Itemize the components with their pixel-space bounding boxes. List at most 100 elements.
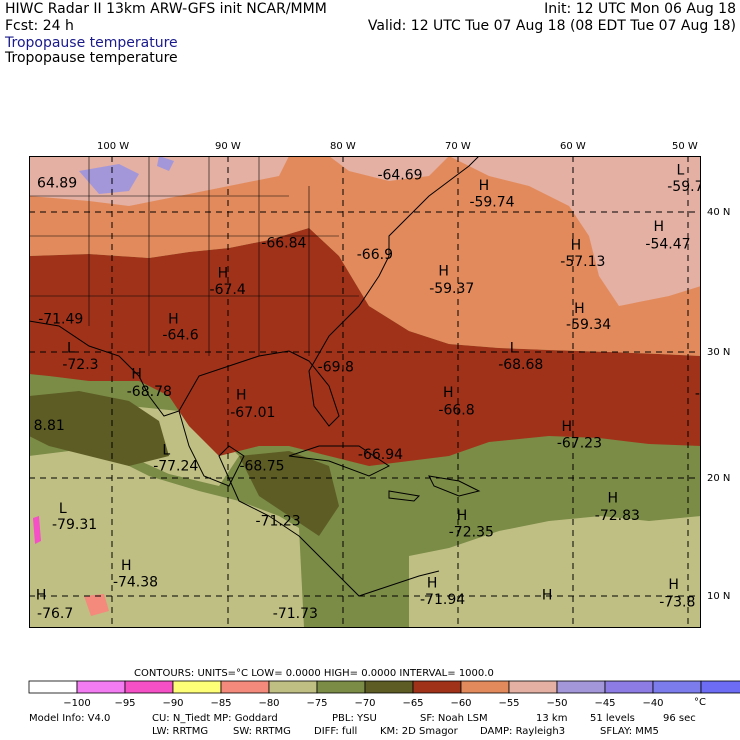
extremum-value: -71.23 <box>256 514 301 530</box>
cu-mp: CU: N_Tiedt MP: Goddard <box>152 713 278 724</box>
lon-label: 50 W <box>672 141 698 152</box>
colorbar-label: −65 <box>402 698 423 709</box>
colorbar-swatch <box>172 680 222 694</box>
low-marker: L <box>162 442 170 458</box>
field-fill-orange <box>29 156 701 356</box>
field-fill-pink-ne <box>449 156 701 306</box>
extremum-value: -72.35 <box>449 524 494 540</box>
coastlines <box>29 156 481 597</box>
colorbar-label: −55 <box>498 698 519 709</box>
lat-label: 30 N <box>707 347 731 358</box>
colorbar-unit: °C <box>694 697 706 708</box>
sf: SF: Noah LSM <box>420 713 488 724</box>
extremum-value: -57.13 <box>560 254 605 270</box>
lon-label: 70 W <box>445 141 471 152</box>
extremum-value: -69.8 <box>318 359 354 375</box>
colorbar-label: −70 <box>354 698 375 709</box>
high-marker: H <box>236 387 247 403</box>
damp: DAMP: Rayleigh3 <box>480 726 566 737</box>
lon-label: 100 W <box>97 141 130 152</box>
colorbar-swatch <box>604 680 654 694</box>
forecast-hour: Fcst: 24 h <box>5 18 74 34</box>
field-fill-darkolive <box>29 391 169 466</box>
colorbar-swatch <box>556 680 606 694</box>
extremum-value: -66.9 <box>357 247 393 263</box>
extremum-value: -67.01 <box>230 405 275 421</box>
extremum-value: -64.69 <box>377 167 422 183</box>
extremum-value: -59.7 <box>667 179 701 195</box>
extremum-value: -67.23 <box>557 435 602 451</box>
extremum-value: -68.68 <box>498 357 543 373</box>
extremum-value: -72.83 <box>595 508 640 524</box>
extremum-value: -67.4 <box>210 282 246 298</box>
field-fill-khaki-sw <box>29 451 304 628</box>
extremum-value: -68.78 <box>127 384 172 400</box>
colorbar-label: −85 <box>210 698 231 709</box>
extremum-value: -79.31 <box>52 517 97 533</box>
colorbar-label: −75 <box>306 698 327 709</box>
timestep: 96 sec <box>663 713 696 724</box>
extremum-value: -66.8 <box>438 403 474 419</box>
extremum-value: -74.38 <box>113 575 158 591</box>
lat-lon-grid <box>29 156 701 628</box>
contours-info: CONTOURS: UNITS=°C LOW= 0.0000 HIGH= 0.0… <box>134 668 494 679</box>
high-marker: H <box>131 366 142 382</box>
extremum-value: -73.8 <box>659 594 695 610</box>
colorbar-label: −45 <box>594 698 615 709</box>
sflay: SFLAY: MM5 <box>600 726 659 737</box>
colorbar-swatch <box>268 680 318 694</box>
high-marker: H <box>121 558 132 574</box>
extremum-value: 64.89 <box>37 176 77 192</box>
field-name-2: Tropopause temperature <box>5 50 178 66</box>
colorbar-swatch <box>364 680 414 694</box>
extremum-value: -66.94 <box>358 447 403 463</box>
colorbar-label: −50 <box>546 698 567 709</box>
colorbar-swatch <box>700 680 740 694</box>
extremum-value: -72.3 <box>62 357 98 373</box>
field-fill-darkolive-2 <box>239 451 339 536</box>
pbl: PBL: YSU <box>332 713 377 724</box>
low-marker: L <box>676 163 684 179</box>
extremum-value: -76.7 <box>37 606 73 622</box>
extremum-value: -77.24 <box>153 459 198 475</box>
colorbar-label: −90 <box>162 698 183 709</box>
field-fill-lavender-2 <box>157 156 174 171</box>
high-marker: H <box>218 266 229 282</box>
high-marker: H <box>571 238 582 254</box>
extremum-value: -59.74 <box>469 194 514 210</box>
high-marker: H <box>574 301 585 317</box>
diff: DIFF: full <box>314 726 358 737</box>
high-marker: H <box>457 508 468 524</box>
valid-time: Valid: 12 UTC Tue 07 Aug 18 (08 EDT Tue … <box>367 18 736 34</box>
low-marker: L <box>59 501 67 517</box>
model-info: Model Info: V4.0 <box>29 713 111 724</box>
colorbar-label: −40 <box>642 698 663 709</box>
extremum-value: -59.34 <box>566 317 611 333</box>
high-marker: H <box>479 178 490 194</box>
colorbar-swatch <box>124 680 174 694</box>
low-marker: L <box>510 341 518 357</box>
lat-label: 20 N <box>707 473 731 484</box>
lat-label: 40 N <box>707 207 731 218</box>
low-marker: L <box>67 341 75 357</box>
init-time: Init: 12 UTC Mon 06 Aug 18 <box>544 1 736 17</box>
extremum-value: -66.84 <box>261 235 306 251</box>
extremum-value: -64.6 <box>162 328 198 344</box>
colorbar-swatch <box>316 680 366 694</box>
lat-label: 10 N <box>707 591 731 602</box>
high-marker: H <box>653 219 664 235</box>
field-fill-darkred <box>29 228 701 466</box>
field-fill-pink-2 <box>329 156 449 181</box>
colorbar-swatch <box>28 680 78 694</box>
high-marker: H <box>607 490 618 506</box>
lon-label: 80 W <box>330 141 356 152</box>
borders <box>29 156 359 356</box>
model-title: HIWC Radar II 13km ARW-GFS init NCAR/MMM <box>5 1 327 17</box>
high-marker: H <box>438 263 449 279</box>
colorbar-label: −95 <box>114 698 135 709</box>
km: KM: 2D Smagor <box>380 726 458 737</box>
field-fill-salmon <box>84 594 109 616</box>
colorbar-swatch <box>652 680 702 694</box>
high-marker: H <box>443 385 454 401</box>
resolution: 13 km <box>536 713 568 724</box>
